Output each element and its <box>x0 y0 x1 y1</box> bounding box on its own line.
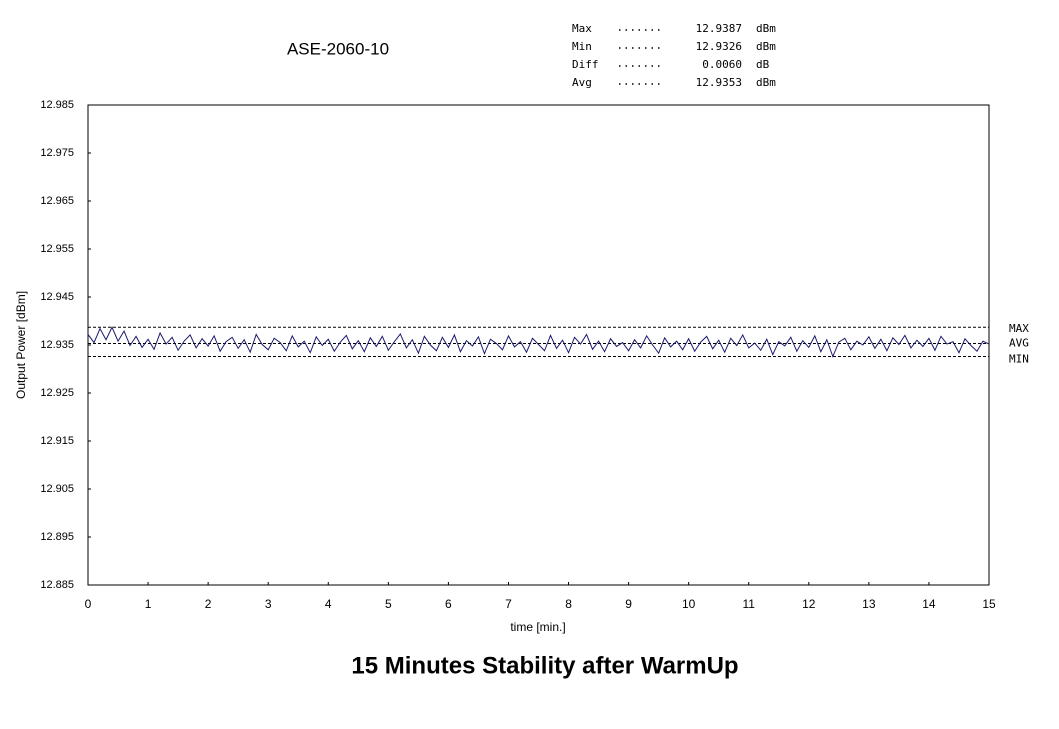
x-tick-label: 2 <box>205 597 212 611</box>
x-tick-label: 5 <box>385 597 392 611</box>
x-tick-label: 6 <box>445 597 452 611</box>
y-tick-label: 12.885 <box>40 579 74 591</box>
x-tick-label: 10 <box>682 597 696 611</box>
stat-unit: dBm <box>756 76 776 89</box>
x-tick-label: 1 <box>145 597 152 611</box>
stat-value: 12.9353 <box>696 76 742 89</box>
stat-name: Avg <box>572 76 592 89</box>
x-tick-label: 12 <box>802 597 816 611</box>
y-tick-label: 12.945 <box>40 291 74 303</box>
chart-title: ASE-2060-10 <box>287 39 389 58</box>
x-tick-label: 9 <box>625 597 632 611</box>
y-tick-label: 12.905 <box>40 483 74 495</box>
caption: 15 Minutes Stability after WarmUp <box>351 652 738 679</box>
data-line <box>87 326 990 358</box>
stat-name: Min <box>572 40 592 53</box>
x-tick-label: 8 <box>565 597 572 611</box>
reference-label: MIN <box>1009 353 1029 366</box>
y-axis-label: Output Power [dBm] <box>14 291 28 399</box>
y-tick-label: 12.965 <box>40 195 74 207</box>
x-tick-label: 11 <box>742 597 755 611</box>
y-tick-label: 12.985 <box>40 99 74 111</box>
stat-value: 12.9387 <box>696 22 742 35</box>
y-tick-label: 12.955 <box>40 243 74 255</box>
x-axis-label: time [min.] <box>510 620 565 634</box>
x-tick-label: 13 <box>862 597 876 611</box>
x-tick-label: 14 <box>922 597 936 611</box>
reference-label: MAX <box>1009 322 1029 335</box>
reference-label: AVG <box>1009 337 1029 350</box>
y-tick-label: 12.895 <box>40 531 74 543</box>
y-tick-label: 12.935 <box>40 339 74 351</box>
y-tick-label: 12.975 <box>40 147 74 159</box>
x-tick-label: 7 <box>505 597 512 611</box>
x-tick-label: 4 <box>325 597 332 611</box>
stat-unit: dB <box>756 58 770 71</box>
stat-unit: dBm <box>756 40 776 53</box>
y-tick-label: 12.915 <box>40 435 74 447</box>
x-tick-label: 15 <box>982 597 996 611</box>
stat-unit: dBm <box>756 22 776 35</box>
stat-name: Diff <box>572 58 599 71</box>
y-tick-label: 12.925 <box>40 387 74 399</box>
x-tick-label: 3 <box>265 597 272 611</box>
stat-value: 12.9326 <box>696 40 742 53</box>
x-tick-label: 0 <box>85 597 92 611</box>
stat-name: Max <box>572 22 592 35</box>
stat-value: 0.0060 <box>702 58 742 71</box>
